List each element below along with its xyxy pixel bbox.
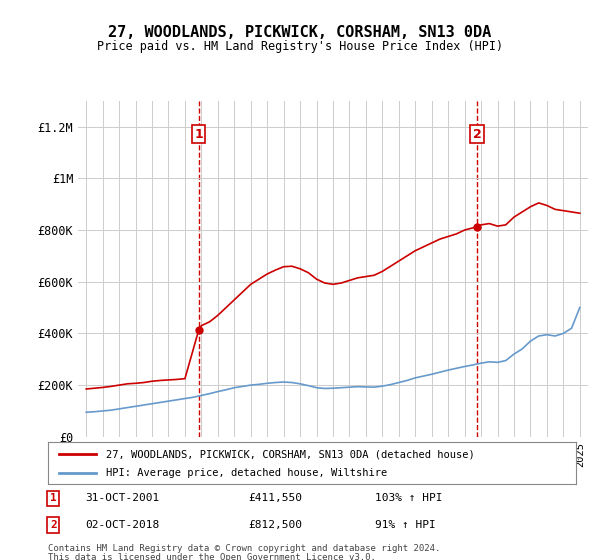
Text: 27, WOODLANDS, PICKWICK, CORSHAM, SN13 0DA (detached house): 27, WOODLANDS, PICKWICK, CORSHAM, SN13 0… — [106, 449, 475, 459]
Text: Contains HM Land Registry data © Crown copyright and database right 2024.: Contains HM Land Registry data © Crown c… — [48, 544, 440, 553]
Text: 2: 2 — [50, 520, 56, 530]
Text: 31-OCT-2001: 31-OCT-2001 — [85, 493, 159, 503]
Text: 27, WOODLANDS, PICKWICK, CORSHAM, SN13 0DA: 27, WOODLANDS, PICKWICK, CORSHAM, SN13 0… — [109, 25, 491, 40]
Text: 91% ↑ HPI: 91% ↑ HPI — [376, 520, 436, 530]
Text: 103% ↑ HPI: 103% ↑ HPI — [376, 493, 443, 503]
Text: £411,550: £411,550 — [248, 493, 302, 503]
Text: 1: 1 — [194, 128, 203, 141]
Text: 02-OCT-2018: 02-OCT-2018 — [85, 520, 159, 530]
Text: 2: 2 — [473, 128, 481, 141]
Text: HPI: Average price, detached house, Wiltshire: HPI: Average price, detached house, Wilt… — [106, 468, 388, 478]
Text: This data is licensed under the Open Government Licence v3.0.: This data is licensed under the Open Gov… — [48, 553, 376, 560]
Text: Price paid vs. HM Land Registry's House Price Index (HPI): Price paid vs. HM Land Registry's House … — [97, 40, 503, 53]
Text: £812,500: £812,500 — [248, 520, 302, 530]
Text: 1: 1 — [50, 493, 56, 503]
